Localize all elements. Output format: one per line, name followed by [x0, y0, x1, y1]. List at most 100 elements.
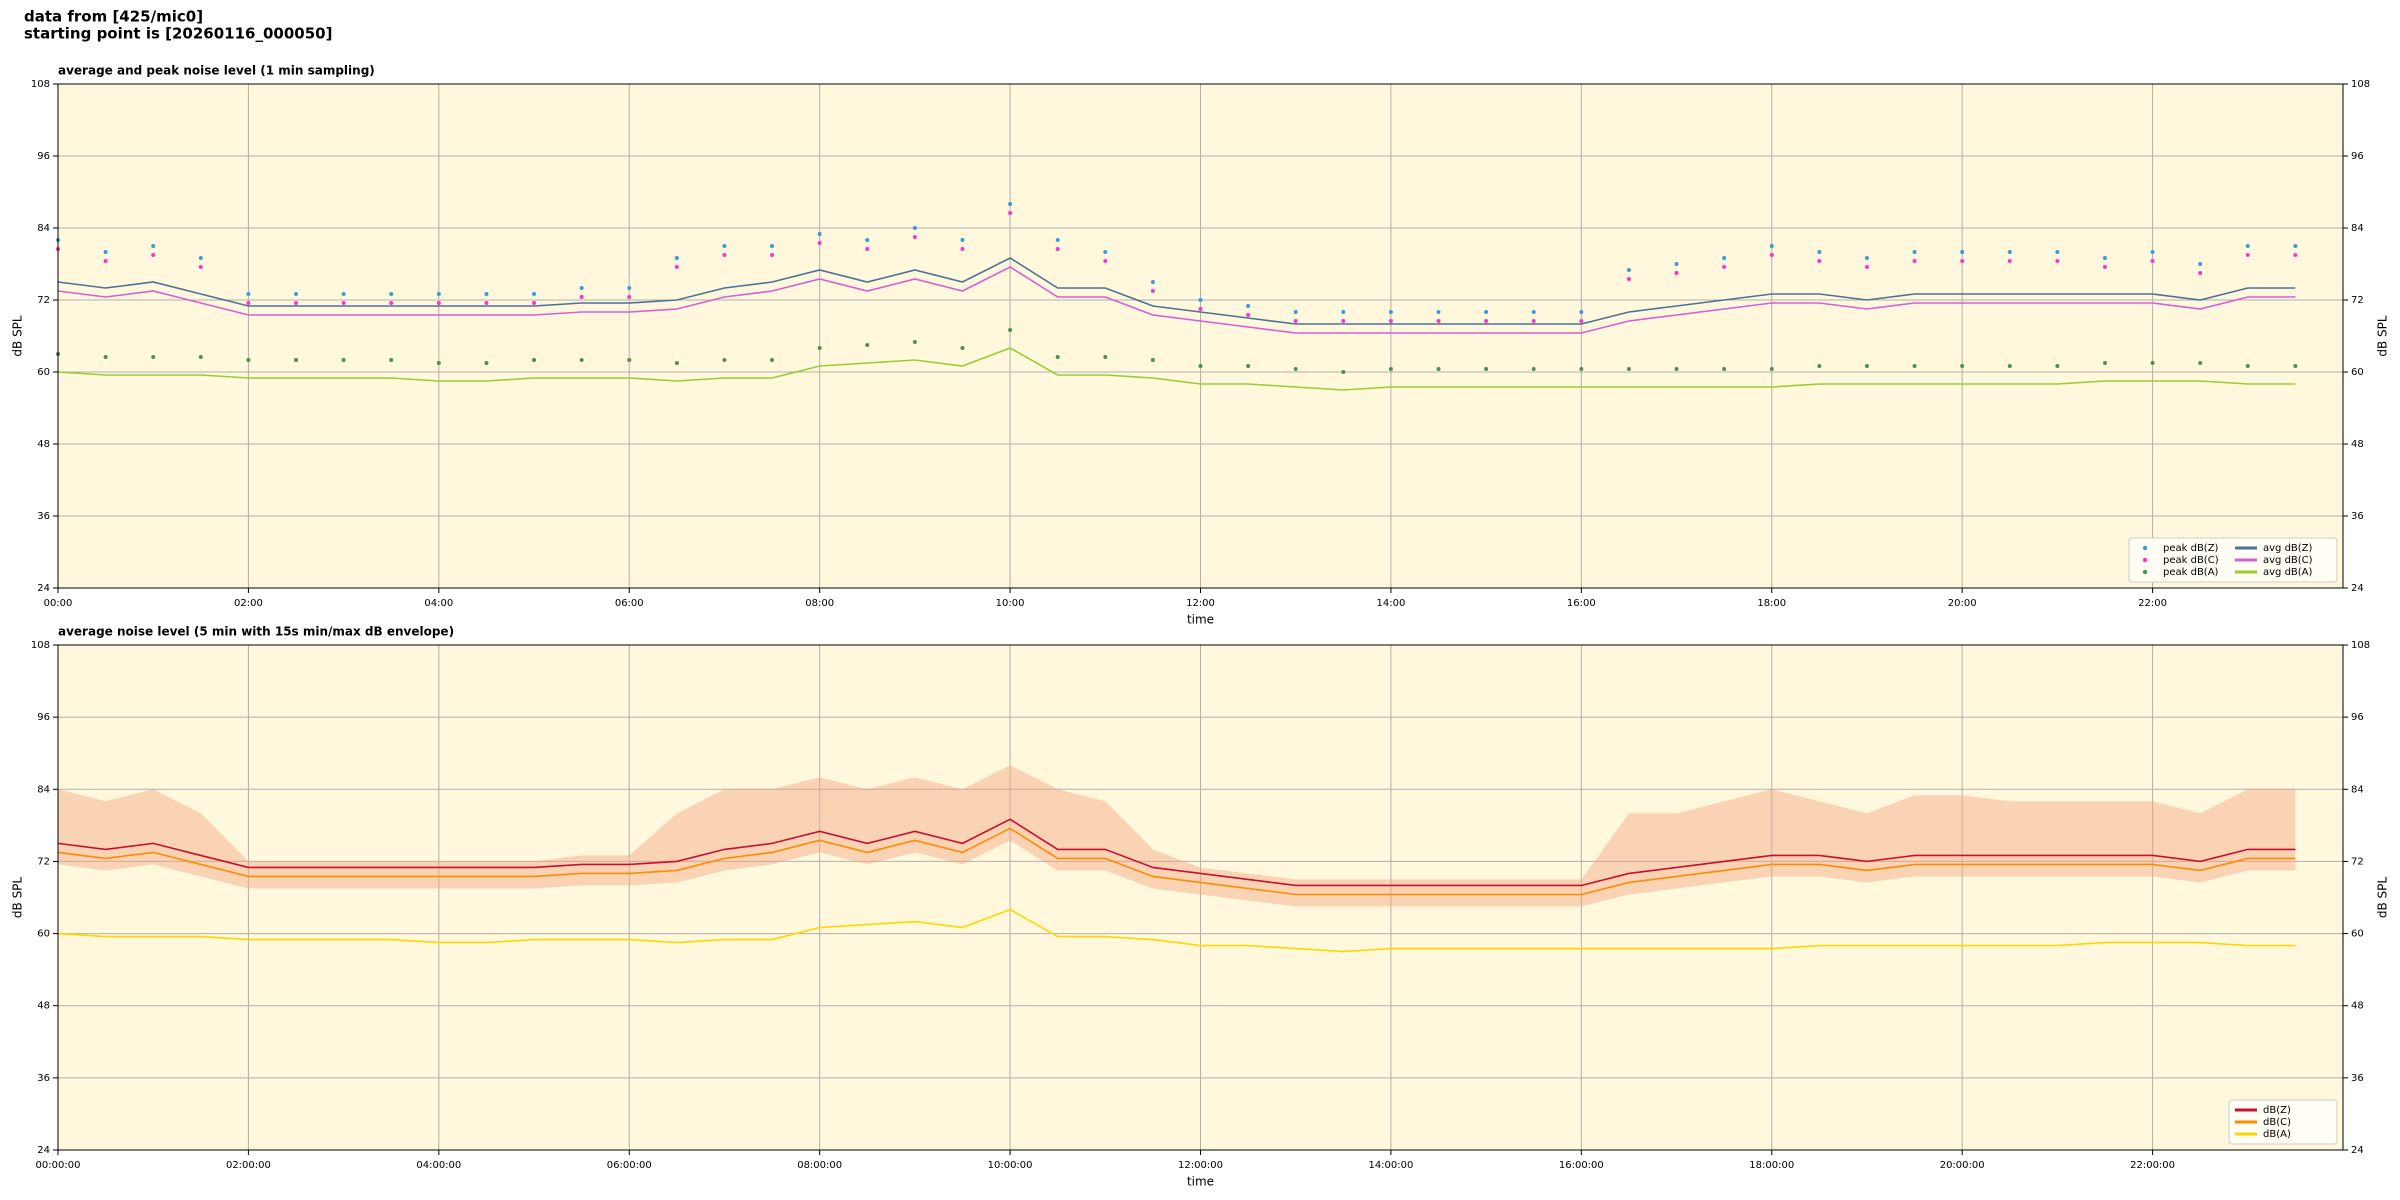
x-tick-label: 06:00 [615, 598, 644, 609]
peak-point [389, 301, 394, 305]
series-line [57, 827, 2296, 896]
peak-point [579, 286, 584, 290]
peak-point [1150, 358, 1155, 362]
peak-point [532, 301, 537, 305]
peak-point [1817, 259, 1822, 263]
peak-point [912, 235, 917, 239]
peak-point [436, 301, 441, 305]
peak-point [1008, 211, 1013, 215]
header-line: starting point is [20260116_000050] [24, 25, 332, 43]
x-tick-label: 18:00 [1757, 598, 1786, 609]
peak-point [151, 244, 156, 248]
peak-point [1246, 313, 1251, 317]
peak-point [246, 301, 251, 305]
y2-tick-label: 36 [2351, 511, 2364, 522]
plot-frame [57, 644, 2344, 1151]
x-tick-label: 20:00 [1948, 598, 1977, 609]
x-tick-label: 16:00:00 [1559, 1160, 1604, 1171]
peak-point [198, 265, 203, 269]
y-axis-label: dB SPL [11, 877, 25, 919]
peak-point [2198, 262, 2203, 266]
chart: average and peak noise level (1 min samp… [11, 64, 2390, 627]
peak-point [1436, 319, 1441, 323]
peak-point [674, 265, 679, 269]
peak-point [1055, 355, 1060, 359]
x-tick-label: 18:00:00 [1749, 1160, 1794, 1171]
peak-point [1388, 310, 1393, 314]
peak-point [1436, 367, 1441, 371]
x-tick-label: 04:00 [424, 598, 453, 609]
x-tick-label: 14:00:00 [1368, 1160, 1413, 1171]
y-tick-label: 36 [37, 511, 50, 522]
peak-point [2102, 256, 2107, 260]
peak-point [1912, 259, 1917, 263]
peak-point [198, 355, 203, 359]
peak-point [627, 358, 632, 362]
peak-point [2245, 364, 2250, 368]
chart-title: average noise level (5 min with 15s min/… [58, 625, 454, 639]
peak-point [817, 232, 822, 236]
peak-point [1103, 259, 1108, 263]
peak-point [2293, 244, 2298, 248]
peak-point [1722, 367, 1727, 371]
peak-point [1960, 250, 1965, 254]
peak-point [1293, 367, 1298, 371]
peak-point [1579, 310, 1584, 314]
peak-point [294, 301, 299, 305]
peak-point [1246, 304, 1251, 308]
y2-tick-label: 84 [2351, 223, 2364, 234]
peak-point [2150, 361, 2155, 365]
peak-point [1864, 256, 1869, 260]
series-line [57, 347, 2296, 391]
peak-point [532, 358, 537, 362]
peak-point [1531, 367, 1536, 371]
peak-point [246, 358, 251, 362]
peak-point [1531, 310, 1536, 314]
y-tick-label: 24 [37, 583, 50, 594]
y-tick-label: 96 [37, 712, 50, 723]
y-tick-label: 84 [37, 223, 50, 234]
peak-point [1341, 310, 1346, 314]
peak-point [2055, 364, 2060, 368]
peak-point [389, 292, 394, 296]
x-tick-label: 22:00:00 [2130, 1160, 2175, 1171]
peak-point [1579, 319, 1584, 323]
x-tick-label: 02:00 [234, 598, 263, 609]
peak-point [1864, 265, 1869, 269]
header-line: data from [425/mic0] [24, 8, 203, 26]
peak-point [1008, 328, 1013, 332]
y2-tick-label: 36 [2351, 1073, 2364, 1084]
peak-point [2150, 250, 2155, 254]
y2-tick-label: 24 [2351, 583, 2364, 594]
peak-point [722, 244, 727, 248]
peak-point [103, 355, 108, 359]
peak-point [579, 295, 584, 299]
legend-label: dB(C) [2263, 1117, 2291, 1128]
peak-point [912, 340, 917, 344]
peak-point [1864, 364, 1869, 368]
peak-point [436, 292, 441, 296]
y2-tick-label: 72 [2351, 295, 2364, 306]
legend-label: peak dB(A) [2163, 567, 2219, 578]
peak-point [2102, 265, 2107, 269]
peak-point [1341, 319, 1346, 323]
legend-label: avg dB(C) [2263, 555, 2313, 566]
peak-point [1341, 370, 1346, 374]
peak-point [151, 355, 156, 359]
peak-point [294, 292, 299, 296]
x-tick-label: 08:00:00 [797, 1160, 842, 1171]
y2-tick-label: 60 [2351, 929, 2364, 940]
x-tick-label: 12:00:00 [1178, 1160, 1223, 1171]
peak-point [1198, 307, 1203, 311]
legend-label: avg dB(Z) [2263, 543, 2313, 554]
peak-point [2245, 244, 2250, 248]
peak-point [627, 286, 632, 290]
peak-point [1769, 244, 1774, 248]
legend-label: dB(A) [2263, 1129, 2291, 1140]
x-tick-label: 22:00 [2138, 598, 2167, 609]
legend-marker [2142, 557, 2148, 563]
peak-point [103, 259, 108, 263]
peak-point [341, 301, 346, 305]
y-tick-label: 36 [37, 1073, 50, 1084]
